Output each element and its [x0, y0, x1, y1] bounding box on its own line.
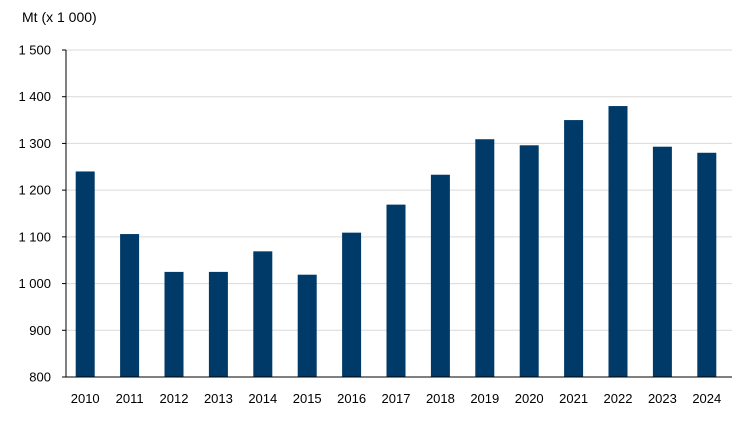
bars	[75, 106, 717, 378]
x-axis-tick-labels: 2010 2011 2012 2013 2014 2015 2016 2017 2018 2019…	[71, 391, 722, 406]
x-tick-label: 2011	[116, 391, 144, 406]
bar-2015	[297, 274, 317, 377]
bar-2023	[652, 146, 672, 377]
y-tick-label: 1 500	[18, 43, 51, 58]
y-tick-label: 1 400	[18, 89, 51, 104]
y-axis-unit-label: Mt (x 1 000)	[22, 9, 97, 25]
bar-2013	[208, 271, 228, 377]
bar-2021	[564, 120, 584, 378]
x-tick-label: 2019	[470, 391, 499, 406]
x-tick-label: 2022	[604, 391, 633, 406]
x-tick-label: 2018	[426, 391, 455, 406]
y-tick-label: 1 000	[18, 276, 51, 291]
x-tick-label: 2023	[648, 391, 677, 406]
x-tick-label: 2012	[160, 391, 189, 406]
x-tick-label: 2021	[559, 391, 588, 406]
y-tick-label: 1 200	[18, 183, 51, 198]
bar-2018	[430, 174, 450, 377]
x-tick-label: 2013	[204, 391, 233, 406]
bar-2019	[475, 139, 495, 377]
bar-2014	[253, 251, 273, 377]
x-tick-label: 2024	[692, 391, 721, 406]
y-tick-label: 900	[29, 323, 51, 338]
x-tick-label: 2017	[382, 391, 411, 406]
bar-2022	[608, 106, 628, 378]
bar-2016	[342, 232, 362, 377]
y-tick-label: 1 300	[18, 136, 51, 151]
bar-2010	[75, 171, 95, 377]
bar-2012	[164, 271, 184, 377]
bar-2020	[519, 145, 539, 377]
x-tick-label: 2020	[515, 391, 544, 406]
bar-2017	[386, 204, 406, 377]
y-tick-label: 800	[29, 370, 51, 385]
bar-2024	[697, 152, 717, 377]
axes	[62, 49, 732, 378]
y-axis-tick-labels: 800 900 1 000 1 100 1 200 1 300 1 400 1 500	[18, 43, 51, 385]
bar-2011	[120, 234, 140, 377]
x-tick-label: 2016	[337, 391, 366, 406]
x-tick-label: 2015	[293, 391, 322, 406]
y-tick-label: 1 100	[18, 229, 51, 244]
x-tick-label: 2010	[71, 391, 100, 406]
x-tick-label: 2014	[248, 391, 277, 406]
